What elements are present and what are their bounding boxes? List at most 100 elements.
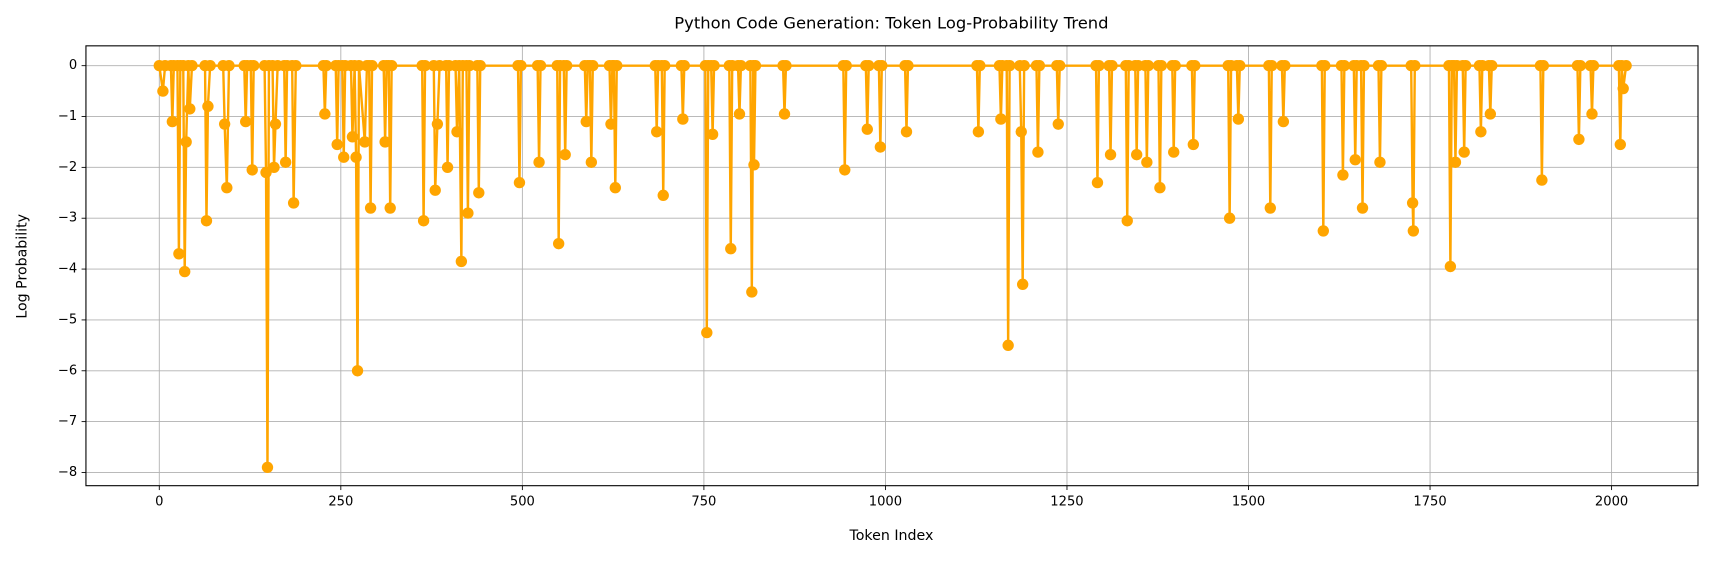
data-point [429,184,441,196]
grid: 0 250 500 750 1000 1250 1500 1750 2000 −8 −7 −6 −5 −4… [58,45,1698,510]
data-point [513,176,526,189]
data-point [1121,215,1133,227]
data-point [861,123,873,135]
data-point [202,100,214,113]
data-point [995,113,1007,125]
data-point [1349,154,1361,166]
data-point [366,59,378,72]
data-point [1154,182,1166,194]
data-point [268,161,280,174]
data-point [659,59,671,72]
data-point [559,148,571,161]
data-point [1168,146,1180,158]
x-tick-label: 1750 [1413,495,1446,510]
data-point [240,115,252,128]
data-point [279,156,292,168]
y-tick-label: −6 [58,363,77,378]
y-axis-label: Log Probability [15,214,31,319]
data-point [1449,156,1462,168]
data-point [1234,59,1246,72]
data-point [1317,225,1329,237]
data-point [1223,212,1236,224]
y-tick-label: −4 [58,262,77,277]
data-point [1459,59,1472,72]
x-tick-label: 250 [328,495,353,510]
data-point [1617,82,1629,95]
data-point [1232,113,1245,125]
data-point [746,286,758,298]
data-point [748,159,760,171]
data-point [1338,59,1351,72]
data-point [863,59,875,72]
chart-title: Python Code Generation: Token Log-Probab… [674,14,1108,33]
data-point [1002,339,1014,352]
data-point [701,326,713,339]
data-point [417,215,430,227]
data-point [733,108,746,120]
data-point [419,59,431,72]
data-point [338,151,350,163]
data-point [1018,59,1030,72]
data-point [353,59,365,72]
data-point [1536,174,1548,186]
data-point [473,187,485,199]
data-point [320,59,332,72]
x-axis-label: Token Index [849,528,934,544]
data-point [972,126,985,138]
data-point [678,59,690,72]
data-point [364,202,377,214]
data-point [350,151,362,163]
data-point [515,59,527,72]
data-point [1187,138,1200,151]
data-point [1444,260,1457,273]
y-tick-label: −7 [58,414,77,429]
data-point [587,59,599,72]
data-point [902,59,914,72]
data-point [651,126,663,138]
y-tick-label: −3 [58,211,77,226]
x-tick-label: 750 [691,495,716,510]
data-point [180,136,192,148]
data-point [706,128,719,140]
data-point [580,115,592,128]
x-tick-label: 1250 [1050,495,1083,510]
y-tick-label: −5 [58,312,77,327]
data-point [677,113,689,125]
data-point [1106,59,1118,72]
data-point [474,59,486,72]
data-point [290,59,302,72]
x-tick-label: 1000 [869,495,902,510]
data-point [780,59,792,72]
data-point [1003,59,1016,72]
y-tick-label: 0 [69,58,77,73]
data-point [1033,59,1046,72]
data-point [1093,59,1105,72]
data-point [900,126,913,138]
data-point [1587,59,1600,72]
data-point [269,118,282,130]
data-point [1015,126,1027,138]
data-point [1375,59,1388,72]
plot-area [153,59,1632,474]
data-point [1358,59,1370,72]
x-tick-label: 2000 [1595,495,1628,510]
data-point [840,59,852,72]
data-line [158,64,1628,469]
axes-frame [85,45,1699,487]
data-point [1264,202,1276,214]
data-point [1614,138,1626,151]
data-point [1406,197,1419,209]
data-point [455,255,468,268]
data-point [173,248,185,260]
data-point [1356,202,1369,214]
data-point [157,85,169,97]
data-point [319,108,331,120]
data-point [1017,278,1029,291]
data-point [287,197,300,209]
data-point [778,108,791,120]
y-tick-label: −8 [58,465,77,480]
data-point [441,161,454,174]
data-point [560,59,573,72]
data-point [609,182,621,194]
